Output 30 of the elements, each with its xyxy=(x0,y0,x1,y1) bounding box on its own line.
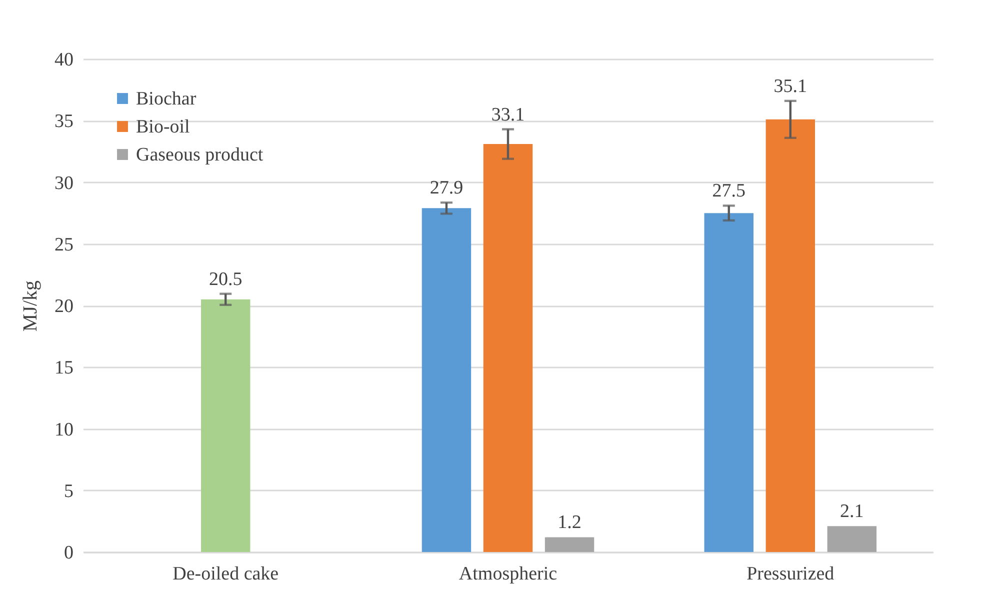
bar xyxy=(544,537,594,552)
bar xyxy=(827,526,877,552)
y-tick-label: 15 xyxy=(54,358,74,379)
data-label: 1.2 xyxy=(558,512,582,534)
y-axis-title: MJ/kg xyxy=(20,280,42,332)
x-tick-label: De-oiled cake xyxy=(172,564,279,584)
bar xyxy=(483,144,533,552)
data-label: 33.1 xyxy=(491,104,525,126)
bar xyxy=(201,299,250,552)
y-tick-label: 40 xyxy=(54,50,74,70)
bar xyxy=(766,119,815,552)
bar xyxy=(704,213,754,552)
y-tick-label: 10 xyxy=(54,419,74,440)
y-tick-label: 30 xyxy=(54,172,74,194)
data-label: 2.1 xyxy=(840,501,864,522)
bar xyxy=(422,208,472,552)
data-label: 27.5 xyxy=(712,180,746,202)
x-tick-label: Atmospheric xyxy=(458,564,558,584)
legend-label: Gaseous product xyxy=(136,144,264,166)
legend-label: Biochar xyxy=(136,88,197,110)
y-tick-label: 25 xyxy=(54,234,74,256)
data-label: 20.5 xyxy=(208,268,242,290)
data-label: 35.1 xyxy=(774,76,808,97)
y-tick-label: 20 xyxy=(54,296,74,317)
y-tick-label: 5 xyxy=(64,480,74,502)
y-tick-label: 35 xyxy=(54,111,74,132)
y-tick-label: 0 xyxy=(64,542,74,564)
data-label: 27.9 xyxy=(430,178,464,199)
x-tick-label: Pressurized xyxy=(746,564,835,584)
legend-label: Bio-oil xyxy=(136,116,190,138)
